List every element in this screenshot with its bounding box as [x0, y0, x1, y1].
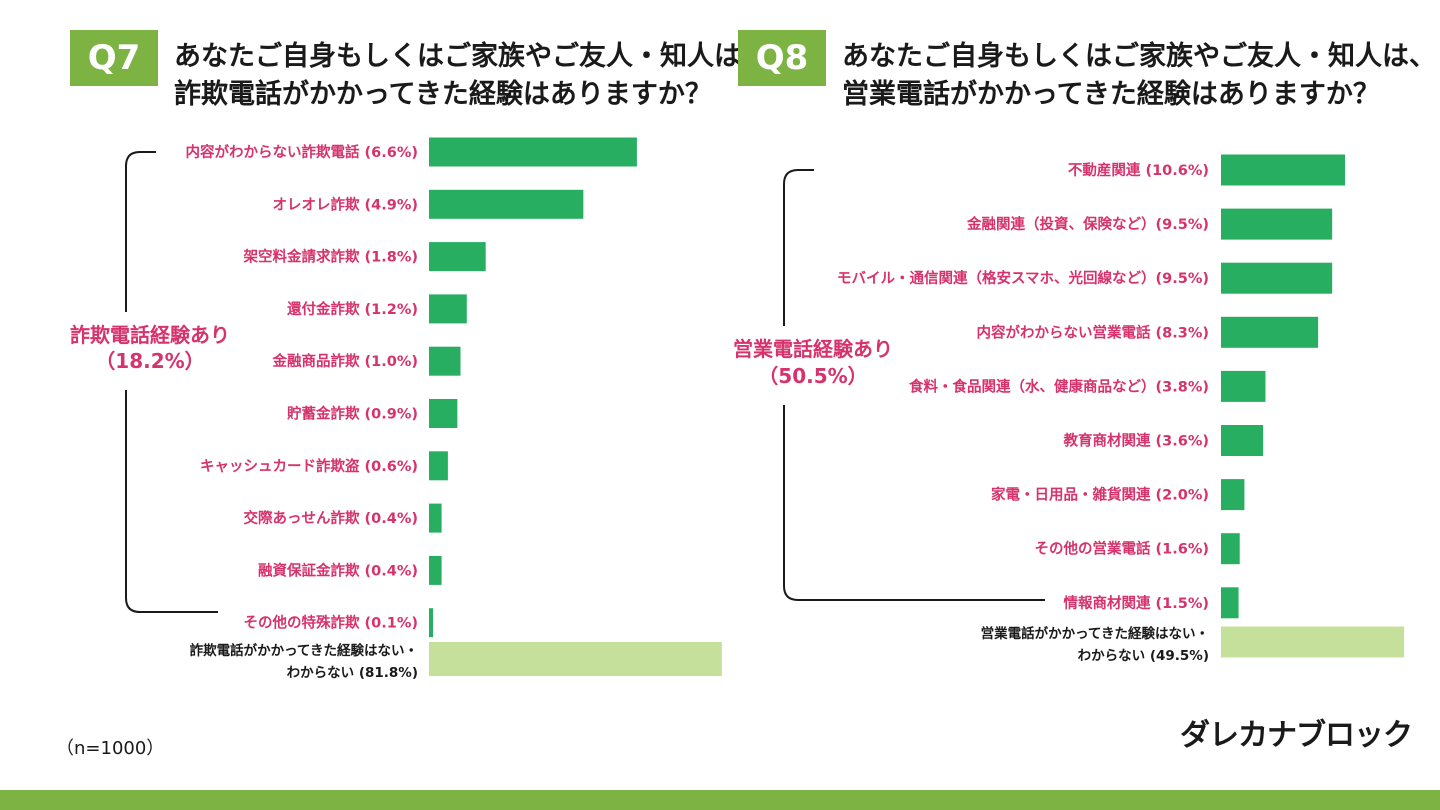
q7-category-label: 内容がわからない詐欺電話 (6.6%) [185, 143, 418, 161]
q8-none-label-line2: わからない (49.5%) [1078, 648, 1209, 664]
q8-none-bar [1221, 626, 1405, 658]
q8-category-label: 内容がわからない営業電話 (8.3%) [976, 323, 1209, 341]
q8-bar [1221, 425, 1264, 456]
q7-group-label-line1: 詐欺電話経験あり [70, 323, 230, 347]
q8-bar [1221, 316, 1319, 348]
q7-title: あなたご自身もしくはご家族やご友人・知人は、 詐欺電話がかかってきた経験はありま… [174, 38, 768, 114]
q7-bar [429, 294, 467, 324]
q8-category-label: 金融関連（投資、保険など）(9.5%) [966, 215, 1209, 233]
q8-bracket-top [783, 169, 799, 326]
q8-group-label-line1: 営業電話経験あり [733, 337, 893, 361]
q8-category-label: 家電・日用品・雑貨関連 (2.0%) [991, 486, 1209, 504]
q7-title-line1: あなたご自身もしくはご家族やご友人・知人は、 [174, 41, 768, 72]
q7-category-label: 融資保証金詐欺 (0.4%) [258, 561, 418, 579]
q7-title-line2: 詐欺電話がかかってきた経験はありますか？ [174, 79, 712, 110]
q8-bracket-bottom [783, 405, 1045, 601]
q7-none-label-line1: 詐欺電話がかかってきた経験はない・ [190, 642, 418, 659]
q7-bar [429, 503, 442, 533]
q7-category-label: オレオレ詐欺 (4.9%) [272, 195, 418, 213]
brand-logo-text: ダレカナブロック [1180, 718, 1413, 753]
q8-none-label-line1: 営業電話がかかってきた経験はない・ [981, 625, 1209, 642]
q8-group-label-line2: （50.5%） [758, 364, 867, 388]
q8-category-label: モバイル・通信関連（格安スマホ、光回線など）(9.5%) [837, 269, 1209, 287]
q7-bar [429, 346, 461, 376]
q7-category-label: 還付金詐欺 (1.2%) [287, 300, 418, 318]
q7-category-label: 金融商品詐欺 (1.0%) [271, 352, 418, 370]
q8-bar [1221, 154, 1346, 186]
q8-bar [1221, 262, 1333, 294]
q8-category-label: その他の営業電話 (1.6%) [1034, 540, 1209, 558]
q8-title: あなたご自身もしくはご家族やご友人・知人は、 営業電話がかかってきた経験はありま… [842, 38, 1436, 114]
q7-category-label: 貯蓄金詐欺 (0.9%) [287, 405, 418, 423]
q7-bar [429, 189, 584, 219]
q8-badge: Q8 [738, 30, 826, 86]
q7-category-label: キャッシュカード詐欺盗 (0.6%) [200, 457, 418, 475]
q8-category-label: 食料・食品関連（水、健康商品など）(3.8%) [909, 377, 1209, 395]
q8-bar [1221, 587, 1239, 619]
q7-badge: Q7 [70, 30, 158, 86]
q7-none-bar [429, 642, 722, 676]
q7-group-label-line2: （18.2%） [95, 349, 204, 373]
q7-bar [429, 137, 637, 167]
q7-none-label-line2: わからない (81.8%) [287, 665, 418, 681]
q7-bracket-bottom [125, 390, 218, 613]
q7-bar [429, 555, 442, 585]
sample-size-label: （n=1000） [56, 738, 165, 759]
q8-bar [1221, 208, 1333, 240]
q7-bracket-top [125, 151, 141, 312]
q8-bar [1221, 533, 1240, 565]
brand-logo: ダレカナブロック [1172, 702, 1413, 762]
q8-bar [1221, 479, 1245, 511]
q7-bar [429, 399, 458, 428]
q7-category-label: 交際あっせん詐欺 (0.4%) [243, 509, 418, 527]
q7-bar [429, 608, 433, 638]
q7-bar [429, 451, 448, 481]
bottom-band [0, 790, 1440, 810]
charts-canvas: 詐欺電話経験あり（18.2%） 内容がわからない詐欺電話 (6.6%) オレオレ詐欺… [70, 137, 1405, 681]
q8-bar [1221, 370, 1266, 402]
q8-category-label: 情報商材関連 (1.5%) [1063, 594, 1209, 612]
q8-title-line1: あなたご自身もしくはご家族やご友人・知人は、 [842, 41, 1436, 72]
q8-category-label: 教育商材関連 (3.6%) [1062, 432, 1209, 450]
q8-category-label: 不動産関連 (10.6%) [1068, 161, 1209, 179]
q7-category-label: 架空料金請求詐欺 (1.8%) [242, 248, 418, 266]
q8-title-line2: 営業電話がかかってきた経験はありますか？ [842, 79, 1380, 110]
q7-bar [429, 242, 486, 272]
q7-category-label: その他の特殊詐欺 (0.1%) [243, 614, 418, 632]
